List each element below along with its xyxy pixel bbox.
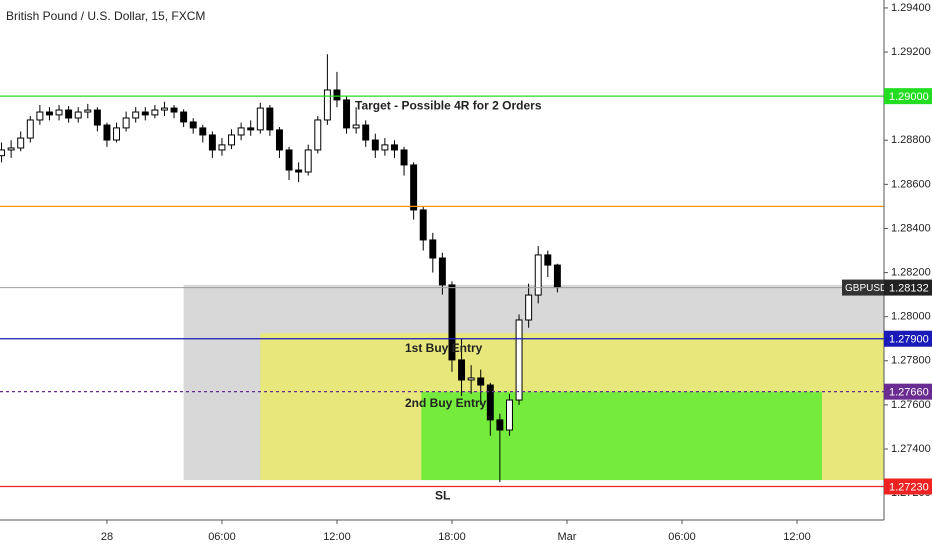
- price-badge-label: 1.29000: [889, 91, 929, 103]
- candle-body: [304, 149, 312, 173]
- candle-body: [400, 149, 408, 166]
- x-tick-label: 18:00: [438, 531, 466, 543]
- candle-body: [180, 111, 188, 123]
- candle-body: [458, 359, 466, 381]
- chart-title: British Pound / U.S. Dollar, 15, FXCM: [6, 9, 205, 23]
- price-badge: [884, 478, 932, 495]
- line-annotation: SL: [435, 489, 450, 503]
- candle-body: [467, 377, 475, 381]
- price-badge: [884, 88, 932, 105]
- candle-body: [323, 89, 331, 121]
- candle-body: [132, 111, 140, 119]
- price-badge-label: 1.27900: [889, 334, 929, 346]
- candle-body: [525, 294, 533, 321]
- price-lines: Target - Possible 4R for 2 Orders 1st Buy…: [0, 95, 884, 503]
- x-tick-label: Mar: [557, 531, 576, 543]
- symbol-badge-label: GBPUSD: [845, 283, 887, 294]
- candle-body: [189, 121, 197, 129]
- symbol-badge: [842, 279, 884, 296]
- y-tick-label: 1.28200: [891, 266, 931, 278]
- price-badge: [884, 330, 932, 347]
- price-badge: [884, 383, 932, 400]
- candle-body: [285, 149, 293, 171]
- line-annotation: Target - Possible 4R for 2 Orders: [355, 98, 542, 112]
- candle-body: [36, 111, 44, 121]
- candle-body: [419, 209, 427, 241]
- candle-body: [295, 169, 303, 173]
- candle-body: [103, 124, 111, 141]
- y-tick-label: 1.29400: [891, 2, 931, 14]
- candle-body: [113, 127, 121, 141]
- candle-body: [496, 419, 504, 431]
- candle-body: [515, 319, 523, 401]
- y-tick-label: 1.28400: [891, 222, 931, 234]
- candle-body: [160, 107, 168, 111]
- candle-body: [170, 107, 178, 113]
- candle-body: [237, 127, 245, 136]
- candle-body: [93, 109, 101, 126]
- candle-body: [534, 254, 542, 296]
- candle-body: [256, 107, 264, 131]
- candle-body: [362, 124, 370, 141]
- candle-body: [275, 129, 283, 151]
- candle-body: [228, 134, 236, 146]
- candle-body: [17, 137, 25, 149]
- candle-body: [55, 109, 63, 116]
- y-tick-label: 1.27600: [891, 399, 931, 411]
- y-tick-label: 1.29200: [891, 46, 931, 58]
- candle-body: [247, 127, 255, 131]
- candle-body: [65, 109, 73, 119]
- candle-body: [352, 124, 360, 129]
- candle-body: [333, 89, 341, 101]
- line-annotation: 2nd Buy Entry: [405, 396, 487, 410]
- candle-body: [84, 109, 92, 113]
- candle-body: [505, 399, 513, 431]
- candle-body: [371, 139, 379, 151]
- candle-body: [208, 134, 216, 151]
- candle-body: [438, 257, 446, 286]
- candle-body: [45, 111, 53, 116]
- y-tick-label: 1.27400: [891, 443, 931, 455]
- candle-body: [448, 284, 456, 361]
- x-tick-label: 12:00: [323, 531, 351, 543]
- candle-body: [429, 239, 437, 259]
- last-price-badge: [884, 279, 932, 296]
- candle-body: [410, 164, 418, 211]
- last-price-label: 1.28132: [889, 282, 929, 294]
- candle-body: [122, 117, 130, 129]
- candle-body: [266, 107, 274, 131]
- candle-body: [343, 99, 351, 129]
- candle-body: [381, 144, 389, 151]
- line-annotation: 1st Buy Entry: [405, 341, 483, 355]
- x-tick-label: 28: [101, 531, 113, 543]
- candle-body: [151, 109, 159, 116]
- y-tick-label: 1.28800: [891, 134, 931, 146]
- candle-body: [553, 264, 561, 289]
- price-badge-label: 1.27660: [889, 387, 929, 399]
- candle-body: [7, 147, 15, 151]
- price-badge-label: 1.27230: [889, 481, 929, 493]
- candle-body: [199, 127, 207, 136]
- candle-body: [544, 254, 552, 266]
- price-badges: 1.29000 1.27900 1.27660 1.27230 GBPUSD 1.2813…: [842, 88, 932, 495]
- y-tick-label: 1.27800: [891, 355, 931, 367]
- x-tick-label: 12:00: [783, 531, 811, 543]
- candle-body: [486, 384, 494, 421]
- y-tick-label: 1.28000: [891, 311, 931, 323]
- x-tick-label: 06:00: [208, 531, 236, 543]
- candle-body: [26, 119, 34, 139]
- candles: [0, 54, 561, 483]
- candle-body: [314, 119, 322, 151]
- candle-body: [477, 377, 485, 386]
- candle-body: [390, 144, 398, 151]
- x-tick-label: 06:00: [668, 531, 696, 543]
- zones: [183, 284, 884, 481]
- y-tick-label: 1.28600: [891, 178, 931, 190]
- candle-body: [141, 111, 149, 116]
- candle-body: [74, 111, 82, 119]
- candle-body: [218, 144, 226, 151]
- candle-body: [0, 149, 6, 157]
